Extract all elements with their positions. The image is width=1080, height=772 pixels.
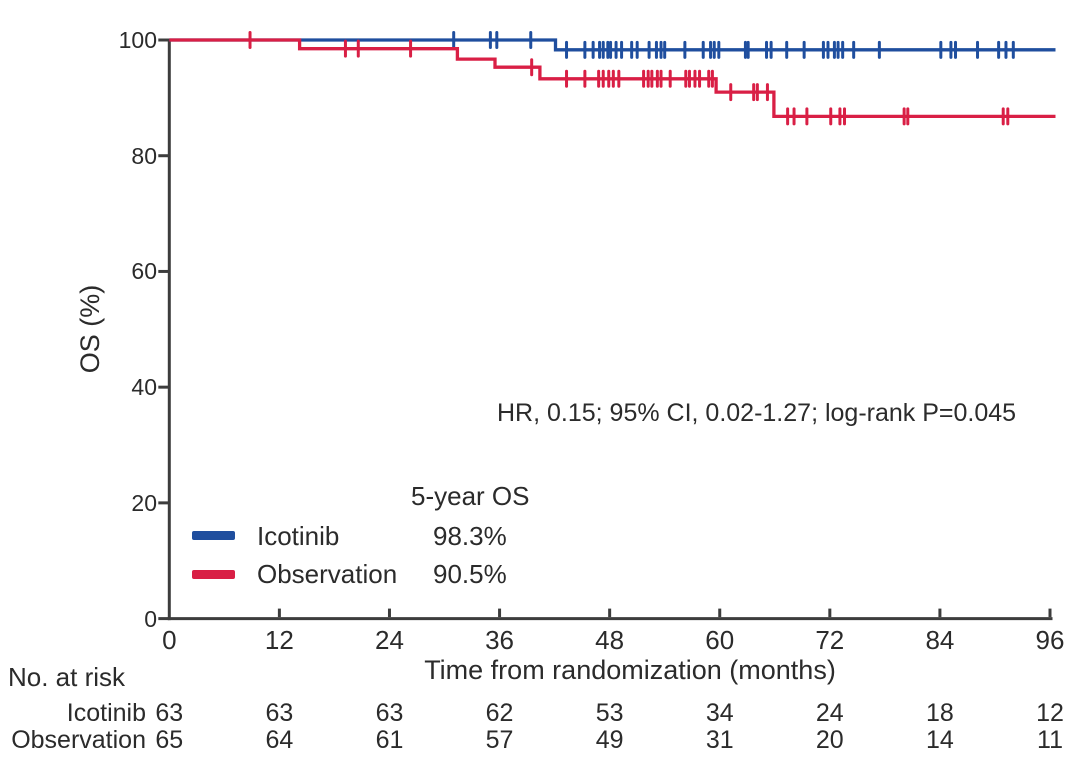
risk-count-icotinib: 12 — [1036, 699, 1064, 727]
risk-table-title: No. at risk — [8, 662, 126, 692]
y-tick-label: 40 — [131, 374, 157, 401]
risk-count-icotinib: 34 — [705, 699, 734, 727]
x-tick-label: 72 — [815, 625, 845, 655]
risk-count-icotinib: 63 — [265, 699, 294, 727]
risk-count-icotinib: 18 — [926, 699, 954, 727]
y-tick-label: 20 — [131, 489, 157, 516]
risk-count-observation: 64 — [265, 726, 294, 754]
legend-swatch-icotinib — [192, 531, 235, 540]
risk-count-observation: 31 — [705, 726, 734, 754]
x-tick-label: 48 — [595, 625, 625, 655]
risk-row-label-observation: Observation — [11, 726, 146, 754]
x-tick-label: 24 — [375, 625, 404, 655]
risk-count-icotinib: 24 — [815, 699, 844, 727]
risk-count-observation: 61 — [375, 726, 404, 754]
risk-count-observation: 20 — [815, 726, 844, 754]
risk-count-icotinib: 62 — [485, 699, 514, 727]
y-tick-label: 100 — [118, 27, 157, 53]
risk-count-icotinib: 63 — [375, 699, 404, 727]
risk-count-observation: 65 — [155, 726, 184, 754]
legend-swatch-observation — [192, 570, 235, 579]
legend-label-observation: Observation — [257, 559, 398, 589]
risk-count-icotinib: 63 — [155, 699, 184, 727]
legend-value-icotinib: 98.3% — [433, 521, 507, 551]
y-tick-label: 0 — [144, 605, 157, 632]
x-tick-label: 96 — [1035, 625, 1065, 655]
risk-count-observation: 49 — [595, 726, 624, 754]
x-tick-label: 60 — [705, 625, 735, 655]
x-tick-label: 36 — [485, 625, 515, 655]
risk-count-icotinib: 53 — [595, 699, 624, 727]
y-tick-label: 80 — [131, 142, 157, 169]
y-tick-label: 60 — [131, 258, 157, 285]
x-tick-label: 84 — [925, 625, 955, 655]
risk-count-observation: 14 — [926, 726, 954, 754]
x-tick-label: 12 — [264, 625, 294, 655]
legend-label-icotinib: Icotinib — [257, 521, 340, 551]
risk-count-observation: 11 — [1037, 726, 1063, 754]
stats-annotation: HR, 0.15; 95% CI, 0.02-1.27; log-rank P=… — [497, 399, 1017, 427]
x-tick-label: 0 — [162, 625, 177, 655]
legend-value-observation: 90.5% — [433, 559, 507, 589]
legend-header: 5-year OS — [411, 481, 530, 511]
x-axis-title: Time from randomization (months) — [424, 655, 836, 685]
survival-curve-observation — [169, 38, 1056, 119]
risk-count-observation: 57 — [485, 726, 514, 754]
risk-row-label-icotinib: Icotinib — [66, 699, 146, 727]
y-axis-title: OS (%) — [75, 284, 105, 374]
